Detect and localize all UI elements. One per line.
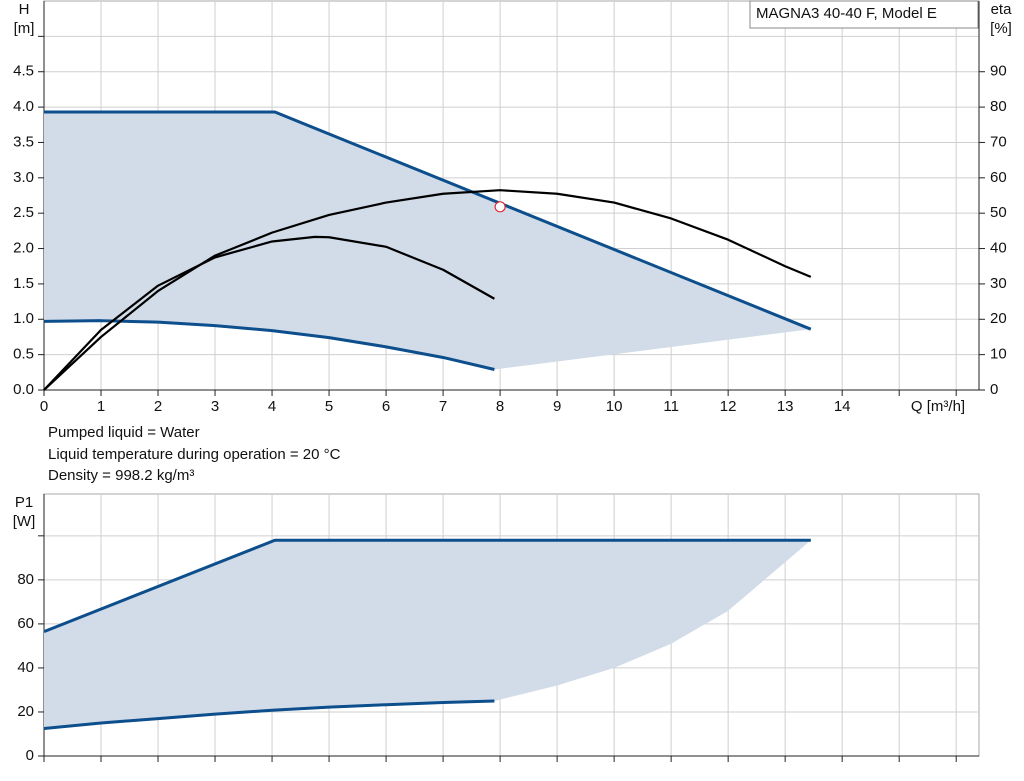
- x-tick-label: 13: [777, 398, 794, 415]
- curve: [43, 699, 495, 730]
- x-tick-label: 10: [606, 398, 623, 415]
- y-tick-label: 3.0: [13, 169, 34, 186]
- y-tick-label: 3.5: [13, 133, 34, 150]
- y-tick-label: 0: [26, 747, 34, 764]
- y2-tick-label: 80: [990, 98, 1007, 115]
- y-tick-label: 40: [17, 659, 34, 676]
- y-axis-label: [W]: [13, 513, 36, 530]
- y2-axis-label: [%]: [990, 20, 1012, 37]
- x-tick-label: 3: [211, 398, 219, 415]
- curve: [43, 538, 811, 633]
- y-tick-label: 0.0: [13, 381, 34, 398]
- y-tick-label: 80: [17, 571, 34, 588]
- legend-text: MAGNA3 40-40 F, Model E: [756, 5, 937, 22]
- y-tick-label: 1.5: [13, 275, 34, 292]
- y2-tick-label: 20: [990, 310, 1007, 327]
- y2-tick-label: 40: [990, 240, 1007, 257]
- operating-band: [44, 540, 811, 729]
- y-tick-label: 4.0: [13, 98, 34, 115]
- duty-point: [494, 201, 506, 213]
- y-tick-label: 20: [17, 703, 34, 720]
- y2-tick-label: 50: [990, 204, 1007, 221]
- y-tick-label: 60: [17, 615, 34, 632]
- x-tick-label: 12: [720, 398, 737, 415]
- y-tick-label: 2.5: [13, 204, 34, 221]
- operating-band: [44, 112, 811, 370]
- x-tick-label: 6: [382, 398, 390, 415]
- x-tick-label: 1: [97, 398, 105, 415]
- note: Pumped liquid = Water: [48, 424, 200, 441]
- y2-tick-label: 30: [990, 275, 1007, 292]
- y-tick-label: 0.5: [13, 346, 34, 363]
- x-tick-label: 2: [154, 398, 162, 415]
- y2-tick-label: 60: [990, 169, 1007, 186]
- y2-tick-label: 0: [990, 381, 998, 398]
- legend-box: [749, 0, 979, 29]
- y-tick-label: 4.5: [13, 63, 34, 80]
- y-axis-label: [m]: [14, 20, 35, 37]
- y2-tick-label: 90: [990, 63, 1007, 80]
- y-tick-label: 1.0: [13, 310, 34, 327]
- x-tick-label: 5: [325, 398, 333, 415]
- x-tick-label: 9: [553, 398, 561, 415]
- x-axis-label: Q [m³/h]: [911, 398, 965, 415]
- x-tick-label: 4: [268, 398, 276, 415]
- x-tick-label: 8: [496, 398, 504, 415]
- y2-axis-label: eta: [991, 1, 1013, 18]
- x-tick-label: 7: [439, 398, 447, 415]
- note: Density = 998.2 kg/m³: [48, 467, 194, 484]
- efficiency-curve: [43, 189, 812, 391]
- y-axis-label: P1: [15, 494, 33, 511]
- y-axis-label: H: [19, 1, 30, 18]
- note: Liquid temperature during operation = 20…: [48, 446, 341, 463]
- curve: [44, 110, 812, 331]
- y2-tick-label: 10: [990, 346, 1007, 363]
- efficiency-curve: [43, 235, 495, 391]
- x-tick-label: 11: [663, 398, 679, 415]
- y-tick-label: 2.0: [13, 240, 34, 257]
- y2-tick-label: 70: [990, 133, 1007, 150]
- x-tick-label: 0: [40, 398, 48, 415]
- x-tick-label: 14: [834, 398, 851, 415]
